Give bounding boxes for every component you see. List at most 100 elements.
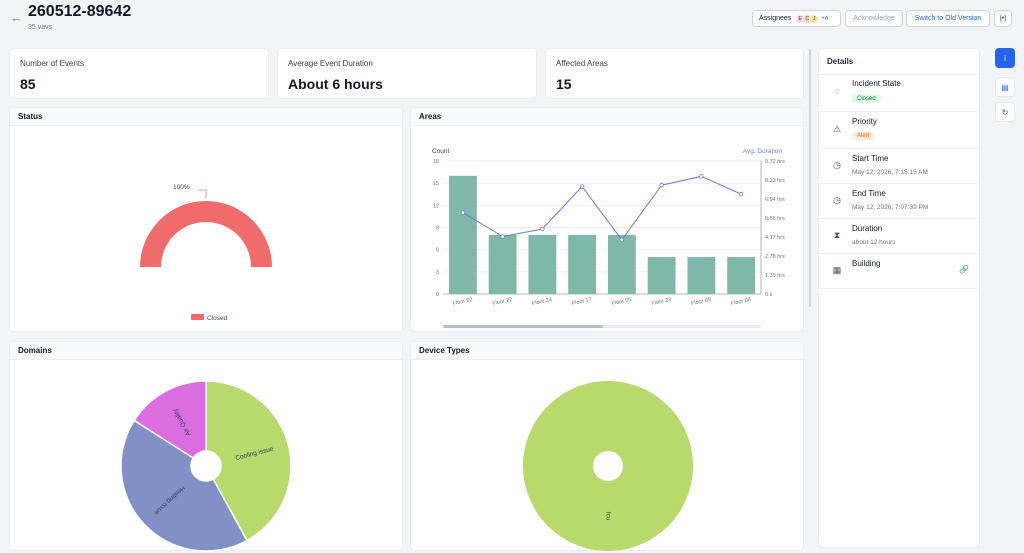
clock-icon: ◷ — [833, 160, 841, 170]
pie-slice[interactable] — [133, 380, 207, 459]
detail-label: Duration — [852, 224, 883, 233]
line-point[interactable] — [659, 183, 664, 188]
status-chart: 100% Closed — [140, 184, 272, 322]
line-point[interactable] — [460, 210, 466, 215]
detail-label: Building — [852, 259, 881, 268]
stat-value: 85 — [20, 76, 36, 92]
bar[interactable] — [568, 234, 597, 294]
pie-slice-label: fcu — [604, 512, 611, 521]
bar[interactable] — [528, 234, 557, 294]
y2-tick-label: 2.78 hrs — [765, 254, 785, 260]
bar[interactable] — [727, 257, 756, 294]
areas-chart: Count Avg. Duration 0 3 6 9 12 15 18 0 s 1.39 hr… — [432, 148, 785, 328]
info-icon[interactable]: i — [995, 48, 1015, 68]
panel-title: Device Types — [411, 342, 803, 360]
detail-label: Priority — [852, 117, 877, 126]
detail-duration: ⧗ Duration about 12 hours — [819, 219, 979, 254]
bar[interactable] — [448, 175, 477, 294]
detail-end-time: ◷ End Time May 12, 2026, 7:07:39 PM — [819, 184, 979, 219]
bar[interactable] — [687, 257, 716, 294]
x-tick-label: Floor 02 — [452, 297, 473, 307]
stat-label: Affected Areas — [556, 59, 608, 68]
y-axis-label: Count — [432, 148, 450, 155]
detail-value: May 12, 2026, 7:15:15 AM — [852, 169, 928, 176]
legend-swatch — [191, 314, 204, 320]
stat-label: Number of Events — [20, 59, 85, 68]
pie-slice[interactable] — [522, 381, 693, 551]
main-scrollbar[interactable] — [809, 49, 811, 307]
status-percent-label: 100% — [173, 184, 190, 191]
duration-line — [462, 175, 742, 241]
detail-label: Incident State — [852, 79, 901, 88]
y2-tick-label: 4.17 hrs — [765, 235, 785, 241]
detail-label: End Time — [852, 189, 886, 198]
line-point[interactable] — [500, 234, 505, 239]
chat-icon[interactable]: ▤ — [995, 77, 1015, 97]
line-point[interactable] — [699, 174, 704, 179]
stat-value: 15 — [556, 76, 572, 92]
detail-incident-state: ◌ Incident State Closed — [819, 74, 979, 112]
acknowledge-button[interactable]: Acknowledge — [845, 10, 903, 27]
bar[interactable] — [647, 257, 676, 294]
details-panel: Details ◌ Incident State Closed ⚠ Priori… — [818, 48, 980, 548]
y-tick-label: 0 — [436, 292, 439, 298]
refresh-icon[interactable]: ↻ — [995, 102, 1015, 122]
assignee-more-count: +4 — [821, 15, 829, 22]
line-point[interactable] — [579, 184, 585, 189]
detail-value: about 12 hours — [852, 239, 896, 246]
hourglass-icon: ⧗ — [833, 230, 841, 240]
status-panel: Status 100% Closed — [9, 107, 403, 332]
detail-building: ▦ Building 🔗 — [819, 254, 979, 289]
avatar: J — [809, 13, 820, 24]
assignee-avatars: E C J — [795, 13, 820, 24]
back-button[interactable]: ← — [10, 10, 23, 25]
x-tick-label: Floor 23 — [651, 297, 672, 307]
details-title: Details — [819, 49, 979, 75]
legend-label[interactable]: Closed — [207, 315, 228, 322]
circle-progress-icon: ◌ — [834, 86, 840, 96]
y2-tick-label: 5.56 hrs — [765, 216, 785, 222]
x-tick-label: Floor 05 — [611, 297, 632, 307]
y2-axis-label: Avg. Duration — [743, 148, 783, 155]
y-tick-label: 18 — [433, 159, 439, 165]
bar[interactable] — [607, 234, 636, 294]
y-tick-label: 3 — [436, 270, 439, 276]
switch-version-button[interactable]: Switch to Old Version — [906, 10, 990, 27]
stat-card-events: Number of Events 85 — [9, 48, 269, 99]
y-tick-label: 6 — [436, 248, 439, 254]
y2-tick-label: 6.94 hrs — [765, 197, 785, 203]
broadcast-icon[interactable]: (•) — [994, 10, 1012, 27]
assignees-button[interactable]: Assignees E C J +4 — [752, 10, 841, 27]
assignees-label: Assignees — [759, 15, 792, 22]
clock-icon: ◷ — [833, 195, 841, 205]
status-badge: Closed — [852, 95, 881, 103]
bar[interactable] — [488, 234, 517, 294]
y-tick-label: 15 — [433, 181, 439, 187]
status-slice-closed[interactable] — [140, 201, 272, 267]
link-icon[interactable]: 🔗 — [959, 265, 969, 274]
y2-tick-label: 1.39 hrs — [765, 273, 785, 279]
chart-scrollbar-thumb[interactable] — [443, 325, 603, 328]
line-point[interactable] — [738, 191, 744, 197]
building-icon: ▦ — [832, 265, 842, 275]
warning-triangle-icon: ⚠ — [832, 124, 842, 134]
x-tick-label: Floor 09 — [691, 297, 712, 307]
pie-slice[interactable] — [120, 419, 248, 552]
device-types-chart: fcu — [522, 381, 693, 551]
line-point[interactable] — [540, 226, 545, 232]
status-leader-line — [198, 189, 207, 198]
detail-label: Start Time — [852, 154, 889, 163]
device-types-panel: Device Types fcu — [410, 341, 804, 551]
panel-title: Domains — [10, 342, 402, 360]
stat-card-duration: Average Event Duration About 6 hours — [277, 48, 537, 99]
x-tick-label: Floor 08 — [730, 297, 751, 307]
detail-start-time: ◷ Start Time May 12, 2026, 7:15:15 AM — [819, 149, 979, 184]
x-tick-label: Floor 17 — [571, 297, 592, 307]
priority-badge: Alert — [852, 132, 875, 140]
y2-tick-label: 9.72 hrs — [765, 159, 785, 165]
line-point[interactable] — [619, 237, 625, 243]
y2-tick-label: 8.33 hrs — [765, 178, 785, 184]
panel-title: Areas — [411, 108, 803, 126]
pie-slice[interactable] — [205, 380, 292, 542]
